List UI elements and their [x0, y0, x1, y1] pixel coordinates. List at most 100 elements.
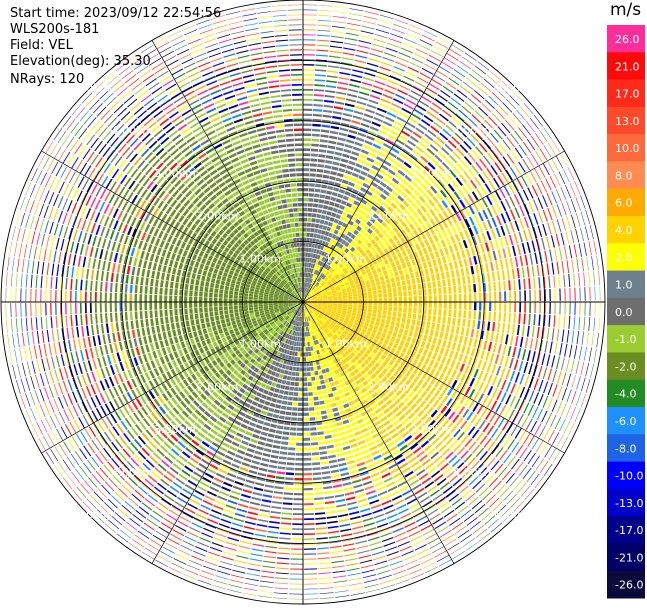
ppi-cell — [310, 228, 314, 232]
ppi-cell — [482, 171, 489, 181]
ppi-cell — [338, 137, 346, 141]
ppi-cell — [390, 262, 395, 268]
ppi-cell — [402, 489, 412, 496]
ppi-cell — [387, 283, 391, 288]
ppi-cell — [268, 470, 277, 474]
ppi-cell — [384, 274, 389, 279]
ppi-cell — [303, 24, 316, 25]
ppi-cell — [496, 203, 502, 213]
ppi-cell — [396, 156, 404, 163]
ppi-cell — [304, 488, 313, 490]
ppi-cell — [473, 225, 478, 234]
ppi-cell — [344, 191, 350, 196]
ppi-cell — [273, 597, 287, 599]
ppi-cell — [368, 295, 372, 299]
ppi-cell — [280, 532, 291, 534]
ppi-cell — [180, 545, 192, 551]
ppi-cell — [495, 403, 502, 413]
ppi-cell — [319, 592, 333, 594]
ppi-cell — [374, 190, 381, 196]
ppi-cell — [342, 419, 349, 424]
ppi-cell — [417, 186, 424, 193]
ppi-cell — [398, 292, 402, 297]
ppi-cell — [312, 213, 317, 217]
ppi-cell — [425, 462, 434, 470]
ppi-cell — [299, 337, 301, 342]
ppi-cell — [497, 249, 501, 259]
ppi-cell — [562, 388, 567, 401]
ppi-cell — [457, 277, 461, 285]
ppi-cell — [406, 261, 411, 267]
ppi-cell — [541, 238, 545, 250]
ppi-cell — [346, 429, 353, 434]
ppi-cell — [78, 417, 85, 428]
ppi-cell — [593, 240, 596, 254]
ppi-cell — [487, 363, 492, 373]
ppi-cell — [212, 442, 220, 448]
ppi-cell — [399, 270, 404, 276]
ppi-cell — [304, 443, 311, 446]
ppi-cell — [444, 57, 456, 65]
ppi-cell — [292, 518, 303, 520]
ppi-cell — [419, 100, 429, 107]
ppi-cell — [456, 372, 462, 381]
ppi-cell — [450, 235, 455, 243]
ppi-cell — [398, 307, 402, 312]
ppi-cell — [127, 392, 133, 401]
ppi-cell — [574, 244, 577, 257]
ppi-cell — [213, 505, 224, 511]
ppi-cell — [50, 416, 56, 428]
ppi-cell — [432, 244, 437, 251]
ppi-cell — [586, 379, 591, 393]
ppi-cell — [347, 93, 357, 97]
ppi-cell — [510, 335, 514, 345]
ppi-cell — [320, 189, 326, 193]
ppi-cell — [552, 328, 555, 340]
ppi-cell — [581, 394, 586, 408]
ppi-cell — [341, 399, 347, 404]
ppi-cell — [535, 151, 543, 163]
ppi-cell — [281, 522, 292, 524]
ppi-cell — [409, 296, 413, 301]
ppi-cell — [499, 292, 501, 302]
ppi-cell — [240, 423, 247, 428]
ppi-cell — [466, 328, 470, 336]
ppi-cell — [559, 247, 562, 260]
ppi-cell — [420, 39, 433, 46]
ppi-cell — [349, 130, 358, 135]
ppi-cell — [423, 193, 430, 201]
ppi-cell — [369, 412, 376, 418]
ppi-cell — [392, 287, 396, 292]
ppi-cell — [460, 395, 467, 404]
ppi-cell — [318, 159, 325, 163]
ppi-cell — [342, 179, 349, 184]
ppi-cell — [499, 238, 504, 248]
ppi-cell — [362, 118, 371, 123]
ppi-cell — [442, 256, 447, 264]
ppi-cell — [456, 344, 461, 352]
ppi-cell — [427, 537, 439, 544]
ppi-cell — [387, 43, 400, 48]
ppi-cell — [434, 74, 445, 81]
ppi-cell — [340, 436, 347, 441]
ppi-cell — [287, 376, 291, 380]
ppi-cell — [118, 385, 124, 395]
ppi-cell — [436, 242, 441, 250]
ppi-cell — [249, 405, 255, 410]
ppi-cell — [338, 168, 345, 173]
ppi-cell — [327, 186, 333, 190]
ppi-cell — [54, 414, 60, 426]
ppi-cell — [330, 171, 337, 175]
ppi-cell — [303, 128, 311, 131]
ppi-cell — [249, 443, 257, 448]
ppi-cell — [236, 476, 245, 481]
ppi-cell — [442, 317, 446, 324]
ppi-cell — [310, 173, 316, 177]
ppi-cell — [186, 407, 193, 414]
ppi-cell — [310, 163, 317, 166]
ppi-cell — [336, 91, 346, 95]
ppi-cell — [360, 187, 367, 193]
ppi-cell — [425, 328, 429, 335]
ppi-cell — [547, 368, 552, 380]
ppi-cell — [271, 511, 281, 514]
